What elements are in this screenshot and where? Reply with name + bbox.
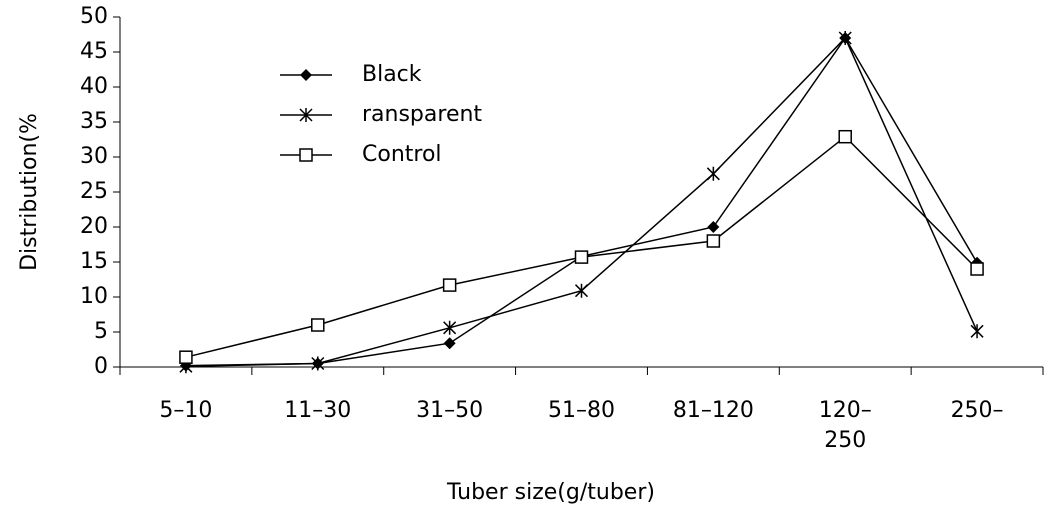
marker bbox=[706, 234, 721, 248]
x-tick-label: 250– bbox=[950, 398, 1004, 423]
y-tick-label: 0 bbox=[94, 354, 108, 379]
legend-marker bbox=[299, 148, 313, 162]
y-tick-label: 5 bbox=[94, 319, 108, 344]
x-tick-label: 81–120 bbox=[672, 398, 754, 423]
x-tick-label: 11–30 bbox=[284, 398, 352, 423]
marker bbox=[443, 337, 456, 350]
marker bbox=[574, 250, 589, 264]
x-tick-label: 51–80 bbox=[548, 398, 615, 423]
series-line bbox=[185, 36, 978, 368]
x-tick-label: 5–10 bbox=[159, 398, 213, 423]
y-tick-label: 50 bbox=[80, 4, 108, 29]
y-tick-label: 15 bbox=[80, 249, 108, 274]
y-tick-label: 20 bbox=[80, 214, 108, 239]
marker bbox=[707, 221, 720, 233]
marker bbox=[970, 324, 984, 339]
legend-label: Control bbox=[362, 142, 442, 167]
legend-marker bbox=[299, 108, 313, 122]
marker bbox=[442, 278, 457, 292]
legend-label: Black bbox=[362, 62, 422, 87]
y-tick-label: 25 bbox=[80, 179, 108, 204]
legend-marker bbox=[300, 69, 312, 81]
marker bbox=[311, 356, 325, 371]
marker bbox=[574, 283, 589, 298]
series-line bbox=[185, 135, 978, 358]
marker bbox=[706, 166, 720, 181]
marker bbox=[838, 129, 852, 144]
marker bbox=[970, 262, 984, 276]
series-line bbox=[185, 36, 978, 367]
marker bbox=[179, 350, 193, 364]
x-axis-label: Tuber size(g/tuber) bbox=[446, 480, 655, 505]
y-tick-label: 35 bbox=[80, 109, 108, 134]
y-axis-label: Distribution(% bbox=[17, 113, 42, 271]
marker bbox=[838, 31, 852, 45]
y-tick-label: 10 bbox=[80, 284, 108, 309]
y-tick-label: 30 bbox=[80, 144, 108, 169]
marker bbox=[443, 320, 457, 335]
x-tick-label: 120– 250 bbox=[818, 398, 872, 453]
x-tick-label: 31–50 bbox=[416, 398, 484, 423]
y-tick-label: 40 bbox=[80, 74, 108, 99]
y-tick-label: 45 bbox=[80, 39, 108, 64]
legend-label: ransparent bbox=[362, 102, 482, 127]
marker bbox=[311, 318, 325, 332]
